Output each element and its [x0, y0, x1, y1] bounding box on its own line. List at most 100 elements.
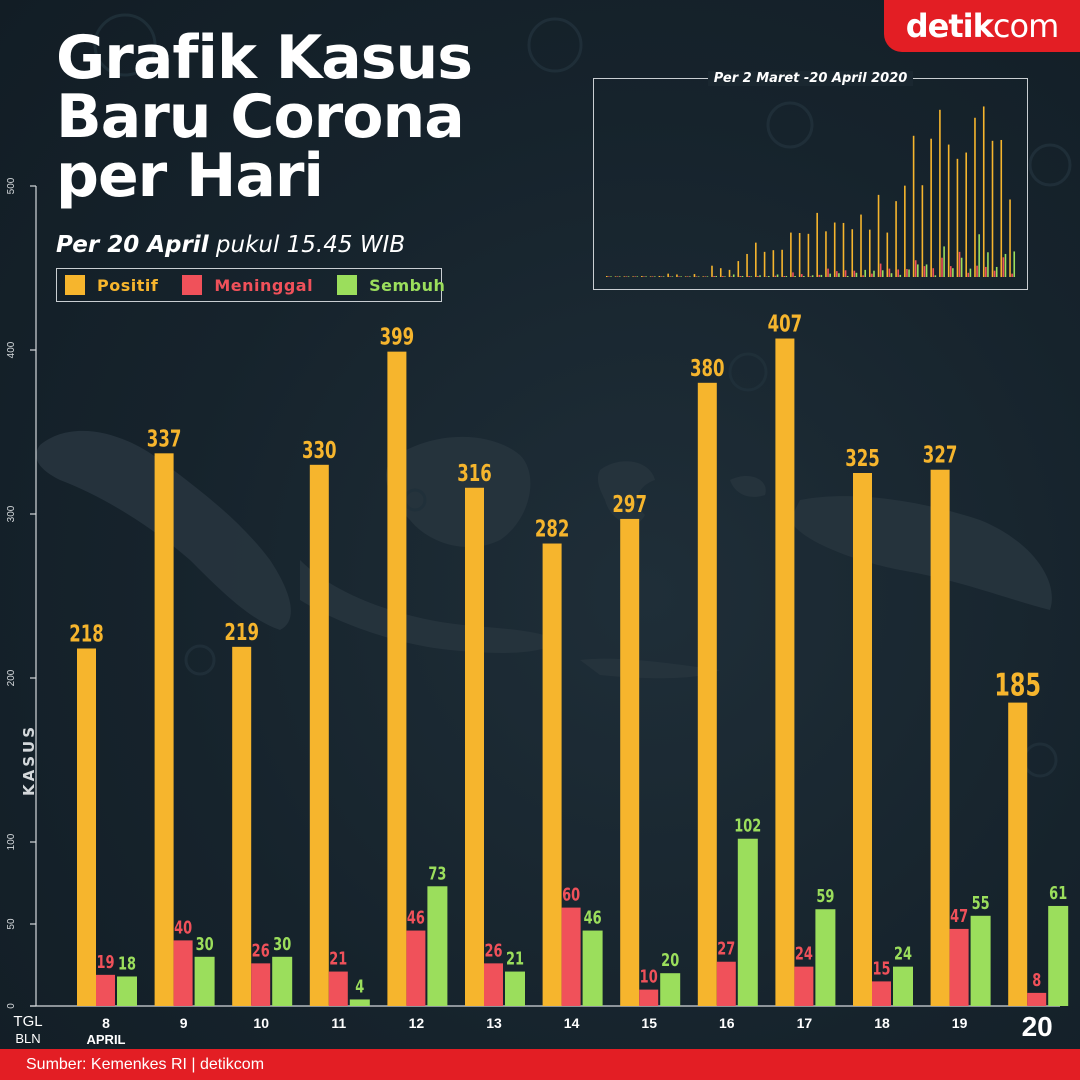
data-label-positif: 282: [535, 515, 570, 543]
x-tick-label: 17: [797, 1015, 813, 1031]
inset-bar-meninggal: [774, 275, 777, 277]
data-label-positif: 327: [923, 441, 958, 469]
inset-bar-positif: [684, 276, 687, 277]
inset-title: Per 2 Maret -20 April 2020: [707, 71, 914, 86]
data-label-meninggal: 26: [484, 939, 502, 961]
inset-bar-positif: [842, 222, 845, 277]
inset-bar-meninggal: [818, 274, 821, 277]
inset-bar-positif: [877, 194, 880, 277]
inset-bar-meninggal: [844, 270, 847, 277]
inset-bar-positif: [719, 268, 722, 277]
x-axis-label-bln: BLN: [15, 1031, 40, 1046]
inset-bar-meninggal: [722, 276, 724, 277]
title-line-1: Grafik Kasus: [56, 23, 473, 93]
inset-bar-positif: [606, 276, 608, 277]
bar-meninggal: [1027, 992, 1047, 1006]
legend-swatch: [182, 275, 203, 295]
inset-bar-meninggal: [932, 268, 935, 277]
bar-sembuh: [660, 973, 681, 1006]
inset-bar-positif: [746, 253, 748, 277]
inset-bar-meninggal: [792, 272, 794, 277]
inset-bar-positif: [641, 276, 643, 277]
bar-meninggal: [484, 963, 503, 1006]
data-label-positif: 316: [457, 459, 492, 487]
inset-bar-positif: [982, 106, 985, 277]
y-tick-label: 200: [6, 669, 17, 686]
inset-bar-positif: [947, 144, 950, 277]
inset-bar-meninggal: [871, 273, 873, 277]
inset-bar-meninggal: [1011, 273, 1013, 277]
data-label-positif: 337: [147, 425, 182, 453]
inset-bar-positif: [772, 250, 775, 277]
inset-bar-sembuh: [776, 274, 779, 277]
inset-bar-meninggal: [993, 270, 996, 277]
bar-positif: [697, 382, 717, 1006]
y-tick-label: 100: [6, 833, 17, 850]
data-label-positif: 407: [768, 310, 803, 338]
inset-bar-sembuh: [969, 268, 972, 277]
data-label-sembuh: 46: [584, 906, 602, 928]
title-line-3: per Hari: [56, 141, 324, 211]
data-label-meninggal: 8: [1032, 969, 1041, 991]
inset-bar-positif: [833, 222, 836, 277]
bar-meninggal: [173, 940, 193, 1006]
bar-meninggal: [794, 966, 814, 1006]
data-label-positif: 380: [690, 354, 725, 382]
inset-bar-positif: [728, 269, 731, 277]
bar-sembuh: [117, 976, 137, 1006]
bar-positif: [542, 543, 562, 1006]
inset-bar-positif: [921, 185, 924, 277]
inset-bar-sembuh: [706, 276, 709, 277]
inset-bar-sembuh: [767, 276, 770, 277]
bar-sembuh: [505, 971, 525, 1006]
inset-bar-sembuh: [960, 257, 963, 277]
x-tick-label: 14: [564, 1015, 580, 1031]
bar-meninggal: [328, 971, 348, 1006]
bar-positif: [77, 648, 96, 1006]
inset-bar-positif: [649, 276, 652, 277]
data-label-positif: 219: [224, 618, 259, 646]
inset-bar-positif: [755, 242, 757, 277]
inset-bar-positif: [807, 233, 810, 277]
inset-bar-sembuh: [741, 276, 744, 277]
inset-bar-positif: [886, 232, 889, 277]
data-label-meninggal: 10: [640, 965, 658, 987]
legend-item-meninggal: Meninggal: [182, 275, 313, 295]
inset-bar-sembuh: [899, 274, 902, 277]
inset-bar-meninggal: [625, 276, 628, 277]
data-label-positif: 185: [994, 668, 1041, 704]
inset-bar-sembuh: [697, 276, 700, 277]
bar-positif: [387, 351, 407, 1006]
inset-bar-meninggal: [739, 276, 742, 277]
inset-bar-sembuh: [987, 252, 989, 277]
inset-bar-meninggal: [827, 268, 829, 277]
inset-bar-sembuh: [855, 272, 858, 277]
inset-bar-sembuh: [671, 276, 674, 277]
data-label-sembuh: 21: [506, 947, 524, 969]
inset-bar-sembuh: [838, 273, 840, 277]
bar-meninggal: [716, 961, 736, 1006]
data-label-sembuh: 4: [355, 975, 364, 997]
inset-bar-meninggal: [1002, 257, 1005, 277]
data-label-meninggal: 27: [717, 938, 735, 960]
inset-bar-sembuh: [627, 276, 630, 277]
x-axis-label-tgl: TGL: [13, 1013, 42, 1030]
data-label-positif: 325: [845, 444, 880, 472]
data-label-sembuh: 73: [428, 862, 446, 884]
data-label-meninggal: 24: [795, 942, 813, 964]
inset-bar-sembuh: [654, 276, 656, 277]
inset-chart-svg: [606, 106, 1016, 277]
bar-positif: [930, 469, 950, 1007]
inset-bar-positif: [1000, 139, 1003, 277]
inset-bar-positif: [965, 152, 968, 277]
bar-positif: [620, 518, 640, 1006]
inset-bar-sembuh: [750, 276, 753, 277]
inset-bar-sembuh: [794, 276, 796, 277]
data-label-meninggal: 26: [252, 939, 270, 961]
inset-bar-sembuh: [820, 274, 823, 277]
x-tick-label: 13: [486, 1015, 502, 1031]
inset-bar-sembuh: [715, 276, 717, 277]
bar-sembuh: [194, 956, 215, 1006]
bar-sembuh: [427, 886, 448, 1006]
inset-bar-sembuh: [978, 234, 980, 277]
